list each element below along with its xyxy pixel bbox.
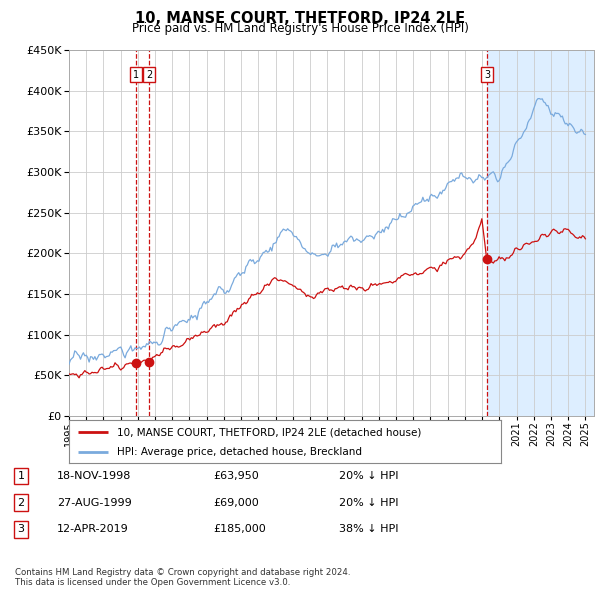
Text: 20% ↓ HPI: 20% ↓ HPI xyxy=(339,498,398,507)
Text: 3: 3 xyxy=(484,70,490,80)
Text: £63,950: £63,950 xyxy=(213,471,259,481)
Text: 10, MANSE COURT, THETFORD, IP24 2LE: 10, MANSE COURT, THETFORD, IP24 2LE xyxy=(135,11,465,25)
Text: 1: 1 xyxy=(17,471,25,481)
Text: HPI: Average price, detached house, Breckland: HPI: Average price, detached house, Brec… xyxy=(116,447,362,457)
Text: 20% ↓ HPI: 20% ↓ HPI xyxy=(339,471,398,481)
Bar xyxy=(487,50,594,416)
Text: £69,000: £69,000 xyxy=(213,498,259,507)
Text: 1: 1 xyxy=(133,70,139,80)
Text: 2: 2 xyxy=(17,498,25,507)
Text: 38% ↓ HPI: 38% ↓ HPI xyxy=(339,525,398,534)
Text: 2: 2 xyxy=(146,70,152,80)
Text: 27-AUG-1999: 27-AUG-1999 xyxy=(57,498,132,507)
Text: Contains HM Land Registry data © Crown copyright and database right 2024.
This d: Contains HM Land Registry data © Crown c… xyxy=(15,568,350,587)
Text: Price paid vs. HM Land Registry's House Price Index (HPI): Price paid vs. HM Land Registry's House … xyxy=(131,22,469,35)
Text: 3: 3 xyxy=(17,525,25,534)
Text: 12-APR-2019: 12-APR-2019 xyxy=(57,525,129,534)
Text: £185,000: £185,000 xyxy=(213,525,266,534)
Text: 18-NOV-1998: 18-NOV-1998 xyxy=(57,471,131,481)
Text: 10, MANSE COURT, THETFORD, IP24 2LE (detached house): 10, MANSE COURT, THETFORD, IP24 2LE (det… xyxy=(116,427,421,437)
